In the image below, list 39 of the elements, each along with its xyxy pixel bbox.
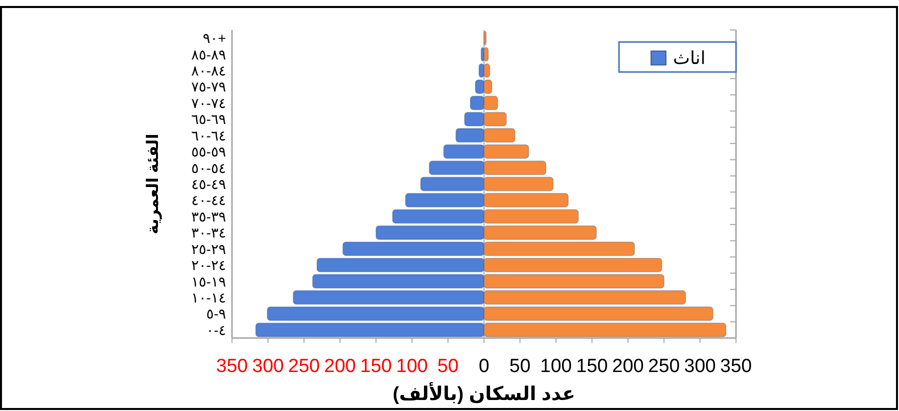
y-tick-label: ٦٥-٦٩ [191, 111, 226, 128]
x-tick-label: 350 [720, 356, 752, 377]
y-tick-label: ٨٠-٨٤ [191, 62, 226, 79]
x-tick-label: 300 [684, 356, 716, 377]
y-tick-label: ٦٠-٦٤ [191, 127, 226, 144]
legend: اناث [618, 41, 737, 73]
y-tick-label: ٧٠-٧٤ [191, 94, 226, 111]
y-tick-label: ٨٥-٨٩ [191, 46, 226, 62]
x-tick-label: 0 [478, 356, 490, 377]
y-tick-label: ٢٥-٢٩ [191, 240, 226, 257]
y-tick-label: ٣٥-٣٩ [191, 208, 226, 224]
x-tick-label: 150 [576, 356, 608, 377]
legend-label: اناث [673, 48, 706, 68]
x-tick-label: 350 [216, 356, 248, 377]
x-tick-label: 100 [396, 356, 428, 377]
x-tick-label: 250 [648, 356, 680, 377]
y-tick-label: ٢٠-٢٤ [191, 257, 226, 274]
y-tick-label: ٣٠-٣٤ [191, 224, 226, 241]
y-tick-label: ٥٥-٥٩ [191, 144, 226, 160]
x-tick-label: 50 [437, 356, 459, 377]
x-axis-title: عدد السكان (بالألف) [392, 382, 576, 405]
y-tick-label: ٧٥-٧٩ [191, 78, 226, 95]
x-tick-label: 150 [360, 356, 392, 377]
bar [484, 30, 487, 46]
y-tick-label: ١٠-١٤ [191, 289, 226, 306]
y-tick-label: ٥٠-٥٤ [191, 160, 226, 176]
x-tick-label: 250 [288, 356, 320, 377]
y-tick-label: ٥-٩ [206, 306, 226, 322]
y-tick-label: ٤٠-٤٤ [191, 192, 226, 208]
y-tick-label: ٩٠+ [202, 30, 226, 46]
y-tick-label: ١٥-١٩ [191, 273, 226, 290]
x-tick-label: 200 [324, 356, 356, 377]
x-tick-label: 200 [612, 356, 644, 377]
x-tick-label: 50 [509, 356, 531, 377]
x-tick-label: 100 [540, 356, 572, 377]
y-tick-label: ٠-٤ [206, 322, 226, 338]
y-axis-title: الفئة العمرية [145, 134, 162, 234]
x-tick-label: 300 [252, 356, 284, 377]
y-tick-label: ٤٥-٤٩ [191, 176, 226, 192]
